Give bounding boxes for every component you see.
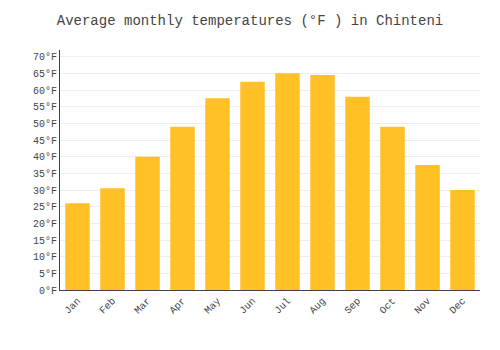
svg-text:15°F: 15°F	[33, 236, 57, 247]
svg-text:55°F: 55°F	[33, 102, 57, 113]
svg-text:Jun: Jun	[238, 296, 259, 317]
svg-text:45°F: 45°F	[33, 136, 57, 147]
svg-text:30°F: 30°F	[33, 186, 57, 197]
svg-text:Jul: Jul	[273, 296, 294, 317]
svg-text:Jan: Jan	[63, 296, 84, 317]
svg-text:May: May	[203, 296, 224, 317]
svg-text:Nov: Nov	[413, 296, 434, 317]
svg-text:50°F: 50°F	[33, 119, 57, 130]
svg-text:40°F: 40°F	[33, 152, 57, 163]
svg-text:Oct: Oct	[378, 296, 399, 317]
svg-text:70°F: 70°F	[33, 52, 57, 63]
svg-text:Mar: Mar	[133, 296, 154, 317]
svg-text:Average monthly temperatures (: Average monthly temperatures (°F ) in Ch…	[57, 13, 443, 29]
svg-text:Dec: Dec	[448, 296, 469, 317]
svg-text:10°F: 10°F	[33, 252, 57, 263]
svg-text:65°F: 65°F	[33, 69, 57, 80]
svg-text:Apr: Apr	[168, 296, 189, 317]
svg-text:35°F: 35°F	[33, 169, 57, 180]
svg-text:0°F: 0°F	[39, 286, 57, 297]
svg-text:5°F: 5°F	[39, 269, 57, 280]
svg-text:20°F: 20°F	[33, 219, 57, 230]
svg-text:Sep: Sep	[343, 296, 364, 317]
svg-text:25°F: 25°F	[33, 202, 57, 213]
svg-text:Aug: Aug	[308, 296, 329, 317]
svg-text:Feb: Feb	[98, 296, 119, 317]
svg-text:60°F: 60°F	[33, 86, 57, 97]
